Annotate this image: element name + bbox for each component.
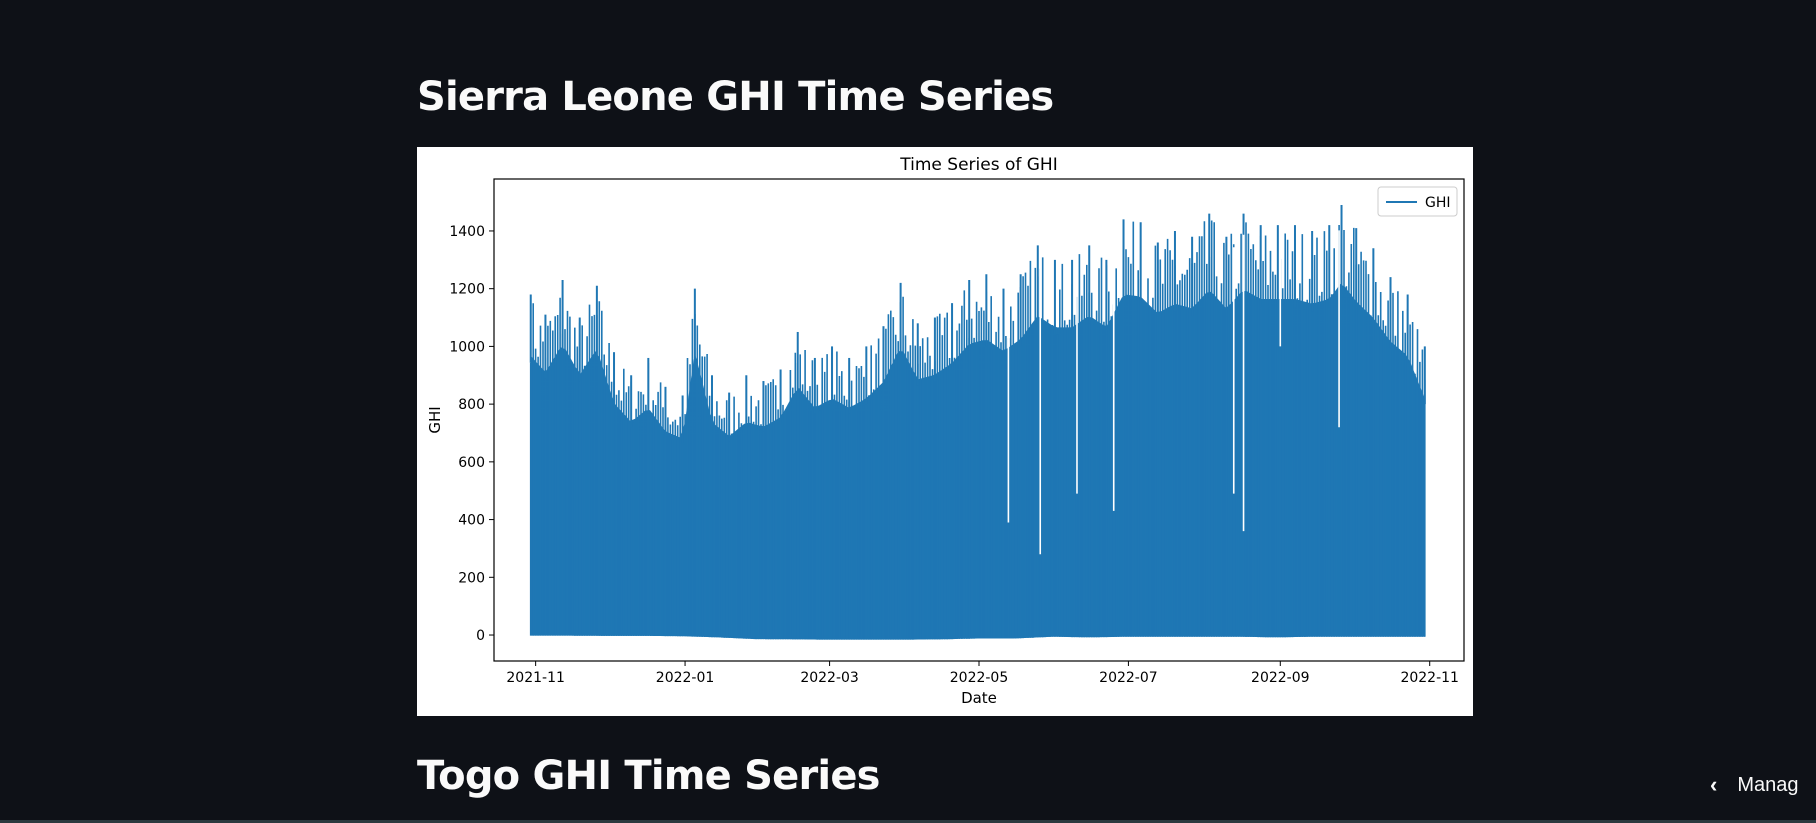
y-tick-label: 600 xyxy=(458,455,485,471)
manage-app-label: Manag xyxy=(1737,773,1799,796)
page-title: Sierra Leone GHI Time Series xyxy=(417,74,1054,120)
y-tick-label: 800 xyxy=(458,397,485,413)
ghi-time-series-chart: Time Series of GHI 0 200 400 600 800 1000 1200… xyxy=(417,147,1473,716)
plot-area xyxy=(529,204,1426,640)
x-tick-label: 2022-01 xyxy=(656,670,715,686)
y-tick-label: 1000 xyxy=(449,339,485,355)
x-tick-label: 2022-03 xyxy=(800,670,859,686)
x-tick-label: 2022-05 xyxy=(950,670,1009,686)
chart-title: Time Series of GHI xyxy=(899,155,1057,175)
y-tick-label: 1400 xyxy=(449,224,485,240)
x-axis-label: Date xyxy=(961,689,997,707)
y-axis-label: GHI xyxy=(426,406,444,433)
y-tick-label: 1200 xyxy=(449,282,485,298)
ghi-series-spikes xyxy=(529,220,1426,640)
section-title-togo: Togo GHI Time Series xyxy=(417,753,880,799)
x-tick-label: 2021-11 xyxy=(506,670,565,686)
chevron-left-icon: ‹ xyxy=(1710,772,1718,797)
x-tick-label: 2022-07 xyxy=(1099,670,1158,686)
chart-legend: GHI xyxy=(1377,186,1458,217)
axis-ticks: 0 200 400 600 800 1000 1200 1400 2021-11 2022-01 2… xyxy=(449,224,1459,686)
bottom-divider xyxy=(0,820,1816,823)
manage-app-button[interactable]: ‹ Manag xyxy=(1710,772,1798,798)
x-tick-label: 2022-09 xyxy=(1251,670,1310,686)
x-tick-label: 2022-11 xyxy=(1400,670,1459,686)
y-tick-label: 400 xyxy=(458,513,485,529)
y-tick-label: 0 xyxy=(476,628,485,644)
legend-box xyxy=(1377,186,1458,217)
legend-entry-ghi: GHI xyxy=(1425,195,1451,211)
y-tick-label: 200 xyxy=(458,570,485,586)
